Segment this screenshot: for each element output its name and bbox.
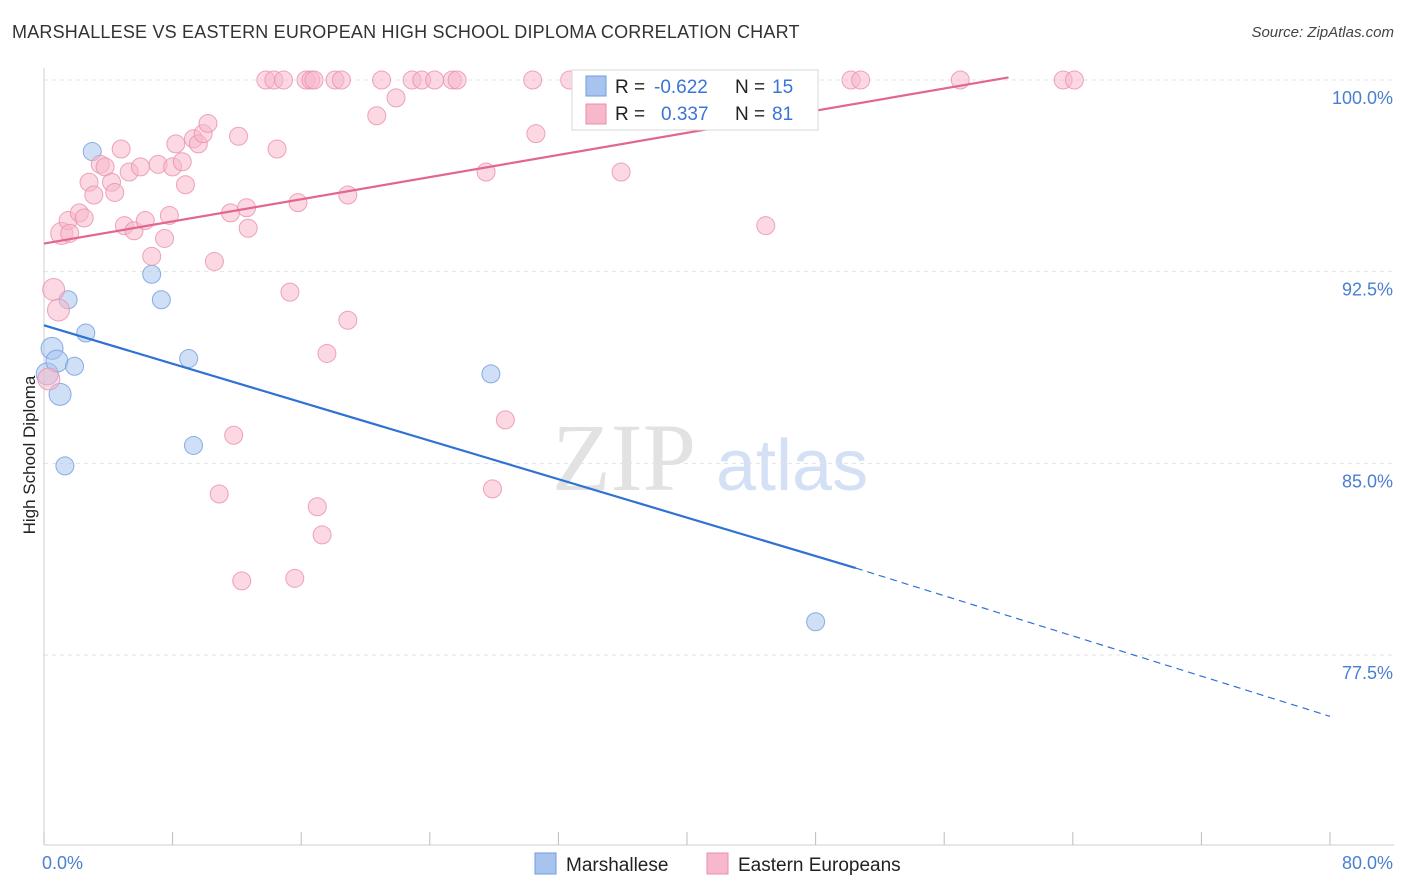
eastern-europeans-point-1 <box>42 278 66 302</box>
eastern-europeans-point-23 <box>159 205 179 225</box>
x-tick-marks <box>43 832 1331 845</box>
series-legend: Marshallese Eastern Europeans <box>534 852 901 876</box>
eastern-europeans-point-36 <box>229 126 249 146</box>
legend-n-value-eastern-europeans: 81 <box>772 104 793 125</box>
eastern-europeans-point-71 <box>611 162 631 182</box>
series-legend-swatch-eastern-europeans <box>706 852 729 875</box>
eastern-europeans-point-58 <box>372 70 392 90</box>
eastern-europeans-point-43 <box>274 70 294 90</box>
legend-r-label-eastern-europeans: R = <box>615 104 645 125</box>
marshallese-point-13 <box>481 364 501 384</box>
series-legend-label-marshallese: Marshallese <box>566 855 668 876</box>
eastern-europeans-point-44 <box>280 282 300 302</box>
watermark-atlas: atlas <box>716 426 868 506</box>
marshallese-point-9 <box>142 264 162 284</box>
marshallese-point-10 <box>151 290 171 310</box>
eastern-europeans-point-68 <box>523 70 543 90</box>
eastern-europeans-point-27 <box>175 175 195 195</box>
stats-legend-box <box>571 69 819 131</box>
eastern-europeans-point-77 <box>851 70 871 90</box>
eastern-europeans-point-35 <box>224 425 244 445</box>
chart-title: MARSHALLESE VS EASTERN EUROPEAN HIGH SCH… <box>12 22 800 42</box>
eastern-europeans-point-66 <box>482 479 502 499</box>
eastern-europeans-point-50 <box>307 497 327 517</box>
eastern-europeans-point-22 <box>155 228 175 248</box>
eastern-europeans-point-54 <box>331 70 351 90</box>
eastern-europeans-point-52 <box>317 343 337 363</box>
eastern-europeans-point-62 <box>425 70 445 90</box>
legend-r-value-marshallese: -0.622 <box>654 77 708 98</box>
eastern-europeans-point-0 <box>37 367 61 391</box>
legend-n-value-marshallese: 15 <box>772 77 793 98</box>
y-tick-label-3: 100.0% <box>1332 88 1393 108</box>
y-tick-label-0: 77.5% <box>1342 663 1393 683</box>
legend-r-label-marshallese: R = <box>615 77 645 98</box>
marshallese-trend-line <box>43 324 857 570</box>
eastern-europeans-point-2 <box>46 298 70 322</box>
eastern-europeans-trend-line <box>43 76 1009 245</box>
y-tick-labels: 77.5% 85.0% 92.5% 100.0% <box>1332 88 1393 683</box>
eastern-europeans-point-37 <box>232 571 252 591</box>
marshallese-trend-extension <box>855 567 1331 717</box>
marshallese-point-12 <box>183 435 203 455</box>
eastern-europeans-point-13 <box>105 182 125 202</box>
eastern-europeans-point-42 <box>267 139 287 159</box>
series-legend-label-eastern-europeans: Eastern Europeans <box>738 855 901 876</box>
eastern-europeans-point-32 <box>204 251 224 271</box>
source-credit: Source: ZipAtlas.com <box>1251 24 1394 41</box>
legend-n-label-eastern-europeans: N = <box>735 104 765 125</box>
eastern-europeans-point-57 <box>367 106 387 126</box>
trend-lines <box>43 76 1331 717</box>
eastern-europeans-point-45 <box>285 568 305 588</box>
eastern-europeans-point-26 <box>172 152 192 172</box>
legend-swatch-marshallese <box>585 75 607 97</box>
eastern-europeans-point-59 <box>386 88 406 108</box>
y-tick-label-2: 92.5% <box>1342 280 1393 300</box>
eastern-europeans-point-56 <box>338 310 358 330</box>
x-tick-label-min: 0.0% <box>42 853 83 873</box>
eastern-europeans-point-64 <box>447 70 467 90</box>
eastern-europeans-point-80 <box>1064 70 1084 90</box>
eastern-europeans-point-67 <box>495 410 515 430</box>
eastern-europeans-point-69 <box>526 124 546 144</box>
eastern-europeans-point-31 <box>198 113 218 133</box>
legend-n-label-marshallese: N = <box>735 77 765 98</box>
eastern-europeans-point-14 <box>111 139 131 159</box>
series-legend-swatch-marshallese <box>534 852 557 875</box>
legend-r-value-eastern-europeans: 0.337 <box>661 104 709 125</box>
eastern-europeans-point-7 <box>74 208 94 228</box>
grid-lines <box>44 79 1394 656</box>
eastern-europeans-point-46 <box>288 193 308 213</box>
eastern-europeans-point-25 <box>166 134 186 154</box>
marshallese-point-14 <box>806 612 826 632</box>
eastern-europeans-point-33 <box>209 484 229 504</box>
watermark-zip: ZIP <box>552 404 696 511</box>
eastern-europeans-point-18 <box>130 157 150 177</box>
legend-swatch-eastern-europeans <box>585 103 607 125</box>
eastern-europeans-point-55 <box>338 185 358 205</box>
eastern-europeans-point-74 <box>756 216 776 236</box>
y-tick-label-1: 85.0% <box>1342 471 1393 491</box>
marshallese-point-6 <box>65 356 85 376</box>
y-axis-title: High School Diploma <box>20 375 39 534</box>
eastern-europeans-point-9 <box>84 185 104 205</box>
eastern-europeans-point-51 <box>312 525 332 545</box>
marshallese-point-4 <box>55 456 75 476</box>
stats-legend: R = -0.622 N = 15 R = 0.337 N = 81 <box>571 69 819 131</box>
eastern-europeans-point-20 <box>142 246 162 266</box>
eastern-europeans-point-49 <box>304 70 324 90</box>
marshallese-point-11 <box>179 349 199 369</box>
x-tick-label-max: 80.0% <box>1342 853 1393 873</box>
eastern-europeans-point-39 <box>238 218 258 238</box>
